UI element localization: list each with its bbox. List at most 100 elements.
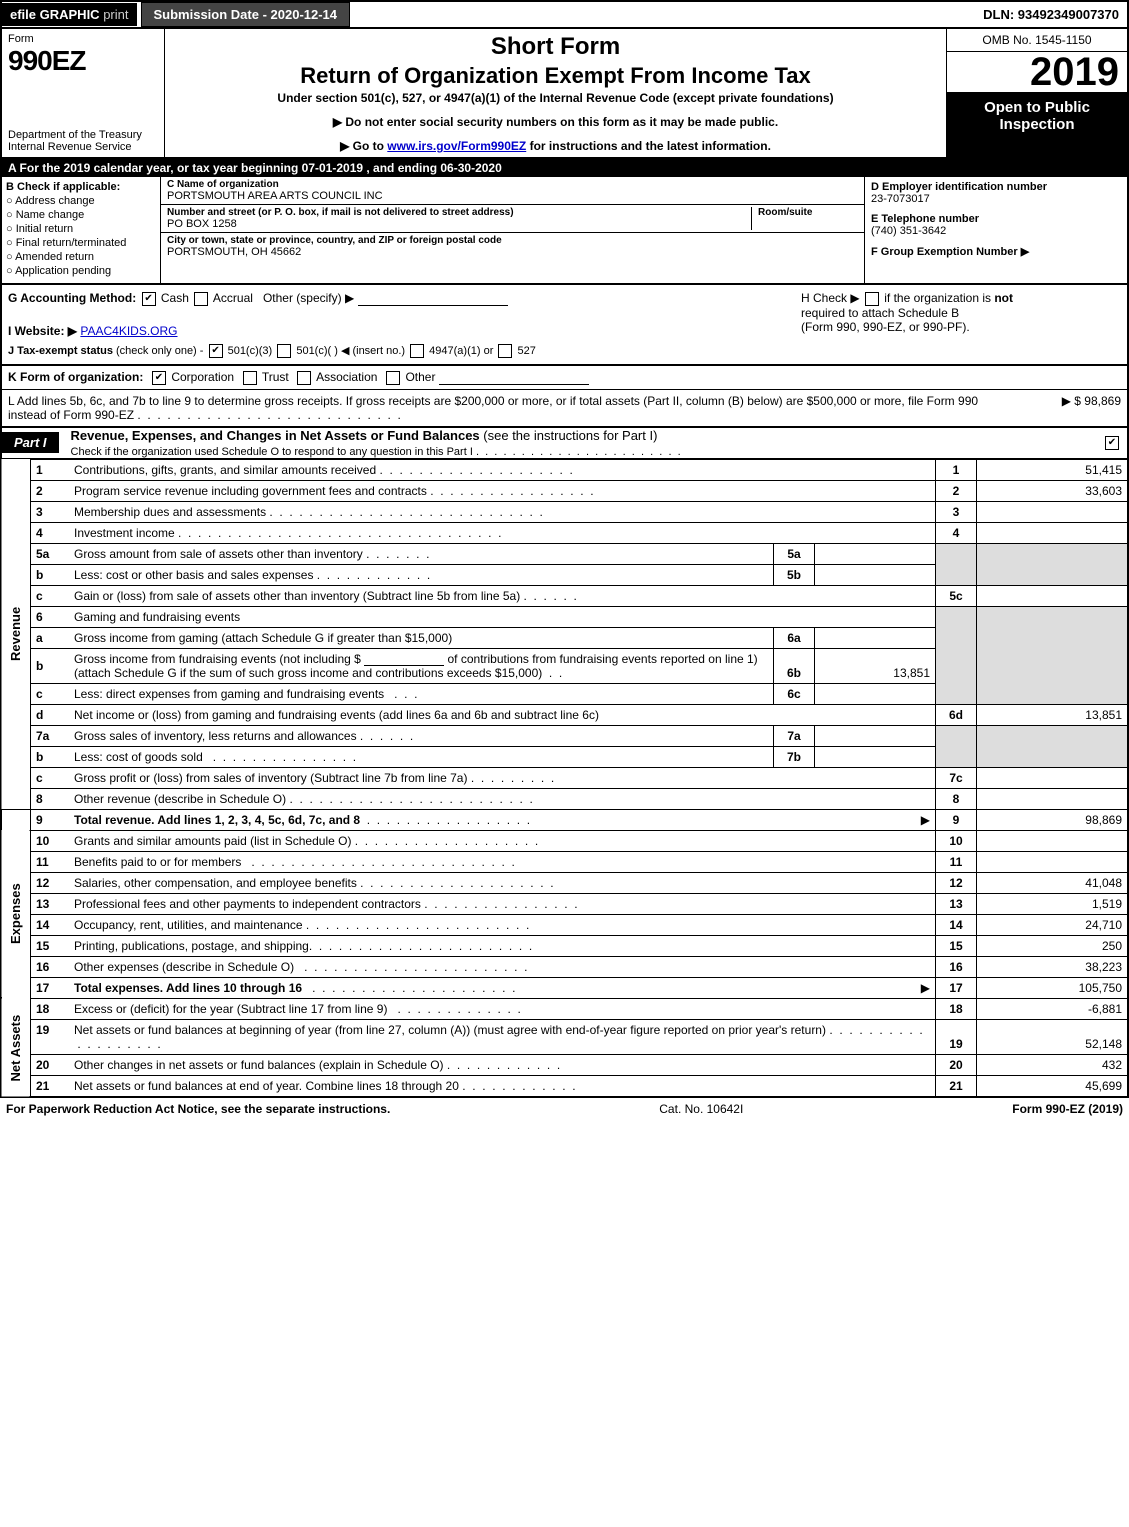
shade-7 xyxy=(936,725,977,767)
chk-initial-return[interactable]: Initial return xyxy=(6,223,156,235)
chk-corp[interactable] xyxy=(152,371,166,385)
subamt-6c xyxy=(815,683,936,704)
org-name-cell: C Name of organization PORTSMOUTH AREA A… xyxy=(161,177,864,205)
chk-address-change[interactable]: Address change xyxy=(6,195,156,207)
row-17: 17 Total expenses. Add lines 10 through … xyxy=(1,977,1128,998)
row-19: 19 Net assets or fund balances at beginn… xyxy=(1,1019,1128,1054)
ln-12: 12 xyxy=(31,872,70,893)
desc-4: Investment income . . . . . . . . . . . … xyxy=(69,522,936,543)
chk-h[interactable] xyxy=(865,292,879,306)
k-label: K Form of organization: xyxy=(8,370,143,384)
amt-8 xyxy=(977,788,1129,809)
j-501c: 501(c)( ) ◀ (insert no.) xyxy=(296,345,405,357)
h-side: H Check ▶ if the organization is not req… xyxy=(801,291,1121,358)
sub-7b: 7b xyxy=(774,746,815,767)
side-revenue: Revenue xyxy=(1,459,31,809)
amt-15: 250 xyxy=(977,935,1129,956)
subamt-5a xyxy=(815,543,936,564)
row-13: 13 Professional fees and other payments … xyxy=(1,893,1128,914)
subtitle: Under section 501(c), 527, or 4947(a)(1)… xyxy=(173,91,938,105)
tel-label: E Telephone number xyxy=(871,213,1121,225)
ln-1: 1 xyxy=(31,459,70,480)
row-12: 12 Salaries, other compensation, and emp… xyxy=(1,872,1128,893)
tel-block: E Telephone number (740) 351-3642 xyxy=(871,213,1121,237)
part1-title: Revenue, Expenses, and Changes in Net As… xyxy=(59,428,1097,458)
footer-left: For Paperwork Reduction Act Notice, see … xyxy=(6,1102,390,1116)
street-cell: Number and street (or P. O. box, if mail… xyxy=(167,207,752,230)
chk-other[interactable] xyxy=(386,371,400,385)
amt-13: 1,519 xyxy=(977,893,1129,914)
amt-5c xyxy=(977,585,1129,606)
ln-4: 4 xyxy=(31,522,70,543)
chk-amended-return[interactable]: Amended return xyxy=(6,251,156,263)
sub-5b: 5b xyxy=(774,564,815,585)
city-cell: City or town, state or province, country… xyxy=(161,233,864,260)
desc-14: Occupancy, rent, utilities, and maintena… xyxy=(69,914,936,935)
gh-row: G Accounting Method: Cash Accrual Other … xyxy=(0,285,1129,366)
notice-ssn: ▶ Do not enter social security numbers o… xyxy=(173,115,938,129)
ln-10: 10 xyxy=(31,830,70,851)
omb-number: OMB No. 1545-1150 xyxy=(947,29,1127,52)
desc-17: Total expenses. Add lines 10 through 16 … xyxy=(69,977,936,998)
dln-label: DLN: 93492349007370 xyxy=(975,3,1127,26)
ln-6c: c xyxy=(31,683,70,704)
ln-6a: a xyxy=(31,627,70,648)
row-7a: 7a Gross sales of inventory, less return… xyxy=(1,725,1128,746)
footer-right-bold: 990-EZ xyxy=(1046,1102,1085,1116)
efile-graphic-label: efile GRAPHIC print xyxy=(2,3,137,26)
desc-7b: Less: cost of goods sold . . . . . . . .… xyxy=(69,746,774,767)
g-accounting: G Accounting Method: Cash Accrual Other … xyxy=(8,291,801,306)
submission-date-button[interactable]: Submission Date - 2020-12-14 xyxy=(141,2,351,27)
form-header: Form 990EZ Department of the Treasury In… xyxy=(0,27,1129,159)
amt-12: 41,048 xyxy=(977,872,1129,893)
website-link[interactable]: PAAC4KIDS.ORG xyxy=(80,324,177,338)
amt-11 xyxy=(977,851,1129,872)
num-12: 12 xyxy=(936,872,977,893)
print-link[interactable]: print xyxy=(103,7,128,22)
chk-501c[interactable] xyxy=(277,344,291,358)
chk-cash[interactable] xyxy=(142,292,156,306)
chk-name-change[interactable]: Name change xyxy=(6,209,156,221)
desc-5b: Less: cost or other basis and sales expe… xyxy=(69,564,774,585)
j-tax-exempt: J Tax-exempt status (check only one) - 5… xyxy=(8,344,801,358)
desc-6: Gaming and fundraising events xyxy=(69,606,936,627)
k-trust: Trust xyxy=(262,370,289,384)
desc-5c: Gain or (loss) from sale of assets other… xyxy=(69,585,936,606)
top-bar: efile GRAPHIC print Submission Date - 20… xyxy=(0,0,1129,27)
num-9: 9 xyxy=(936,809,977,830)
chk-trust[interactable] xyxy=(243,371,257,385)
ln-16: 16 xyxy=(31,956,70,977)
chk-4947[interactable] xyxy=(410,344,424,358)
desc-10: Grants and similar amounts paid (list in… xyxy=(69,830,936,851)
amt-18: -6,881 xyxy=(977,998,1129,1019)
num-8: 8 xyxy=(936,788,977,809)
ln-17: 17 xyxy=(31,977,70,998)
num-20: 20 xyxy=(936,1054,977,1075)
section-b: B Check if applicable: Address change Na… xyxy=(2,177,161,283)
irs-link[interactable]: www.irs.gov/Form990EZ xyxy=(387,139,526,153)
dept-treasury: Department of the Treasury xyxy=(8,129,158,141)
chk-527[interactable] xyxy=(498,344,512,358)
chk-part1-schedule-o[interactable] xyxy=(1105,436,1119,450)
ln-3: 3 xyxy=(31,501,70,522)
num-3: 3 xyxy=(936,501,977,522)
chk-application-pending[interactable]: Application pending xyxy=(6,265,156,277)
desc-13: Professional fees and other payments to … xyxy=(69,893,936,914)
amt-10 xyxy=(977,830,1129,851)
part1-check-line: Check if the organization used Schedule … xyxy=(71,446,681,458)
ln-5b: b xyxy=(31,564,70,585)
side-net-assets: Net Assets xyxy=(1,998,31,1097)
tax-period-row: A For the 2019 calendar year, or tax yea… xyxy=(0,159,1129,177)
ln-15: 15 xyxy=(31,935,70,956)
h-text1: H Check ▶ xyxy=(801,291,860,305)
chk-accrual[interactable] xyxy=(194,292,208,306)
chk-final-return[interactable]: Final return/terminated xyxy=(6,237,156,249)
chk-assoc[interactable] xyxy=(297,371,311,385)
k-other: Other xyxy=(405,370,435,384)
chk-501c3[interactable] xyxy=(209,344,223,358)
desc-6d: Net income or (loss) from gaming and fun… xyxy=(69,704,936,725)
row-16: 16 Other expenses (describe in Schedule … xyxy=(1,956,1128,977)
l-row: L Add lines 5b, 6c, and 7b to line 9 to … xyxy=(0,390,1129,428)
amt-21: 45,699 xyxy=(977,1075,1129,1097)
part1-title-text: Revenue, Expenses, and Changes in Net As… xyxy=(71,428,480,443)
